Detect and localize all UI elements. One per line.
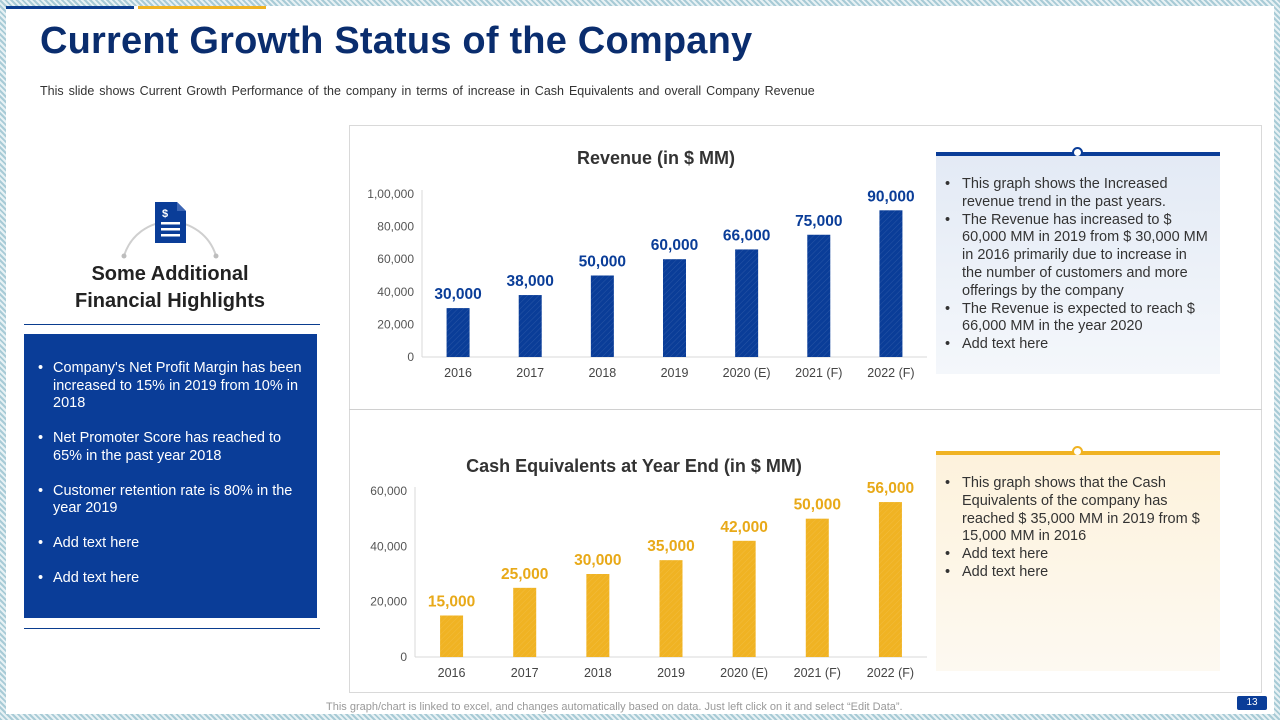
highlight-item: Company's Net Profit Margin has been inc… <box>38 360 303 413</box>
accent-line-blue <box>6 6 134 9</box>
bar-2018[interactable] <box>590 275 614 358</box>
revenue-note-item: The Revenue is expected to reach $ 66,00… <box>945 301 1208 337</box>
highlight-item: Add text here <box>38 535 303 553</box>
x-tick-label: 2020 (E) <box>723 366 771 380</box>
svg-text:$: $ <box>162 208 168 220</box>
page-number: 13 <box>1237 696 1267 710</box>
document-icon: $ <box>121 202 219 259</box>
footnote: This graph/chart is linked to excel, and… <box>326 701 903 713</box>
y-tick-label: 60,000 <box>370 484 407 498</box>
revenue-note-item: Add text here <box>945 336 1208 354</box>
y-tick-label: 40,000 <box>370 539 407 553</box>
slide: Current Growth Status of the Company Thi… <box>6 6 1274 714</box>
cash-notes: This graph shows that the Cash Equivalen… <box>936 455 1220 671</box>
data-label: 30,000 <box>574 552 621 569</box>
x-tick-label: 2017 <box>516 366 544 380</box>
highlights-heading-line2: Financial Highlights <box>74 290 265 312</box>
revenue-chart[interactable]: 0 20,000 40,000 60,000 80,000 1,00,000 30,000 2… <box>349 174 929 390</box>
bar-2022 (F)[interactable] <box>878 502 902 657</box>
data-label: 56,000 <box>867 480 914 497</box>
data-label: 30,000 <box>434 286 481 303</box>
bar-2021 (F)[interactable] <box>805 518 829 657</box>
highlights-heading-line1: Some Additional <box>91 263 249 285</box>
divider-top <box>24 324 320 325</box>
y-tick-label: 20,000 <box>370 595 407 609</box>
y-tick-label: 20,000 <box>377 317 414 331</box>
revenue-note-item: This graph shows the Increased revenue t… <box>945 176 1208 212</box>
bar-2016[interactable] <box>440 615 464 658</box>
bar-2017[interactable] <box>513 587 537 657</box>
data-label: 50,000 <box>794 497 841 514</box>
data-label: 15,000 <box>428 594 475 611</box>
cash-note-item: Add text here <box>945 546 1208 564</box>
data-label: 90,000 <box>867 188 914 205</box>
y-tick-label: 0 <box>400 650 407 664</box>
revenue-chart-title: Revenue (in $ MM) <box>576 148 736 168</box>
charts-divider <box>349 409 1262 410</box>
highlights-list: Company's Net Profit Margin has been inc… <box>38 360 303 588</box>
data-label: 38,000 <box>507 273 554 290</box>
highlights-heading: Some Additional Financial Highlights <box>24 261 316 315</box>
y-tick-label: 1,00,000 <box>367 187 414 201</box>
y-tick-label: 60,000 <box>377 252 414 266</box>
page-title: Current Growth Status of the Company <box>40 20 753 62</box>
revenue-note-item: The Revenue has increased to $ 60,000 MM… <box>945 212 1208 301</box>
data-label: 60,000 <box>651 237 698 254</box>
highlight-item: Net Promoter Score has reached to 65% in… <box>38 430 303 465</box>
bar-2020 (E)[interactable] <box>732 540 756 657</box>
accent-line-gold <box>138 6 266 9</box>
bar-2018[interactable] <box>586 574 610 657</box>
data-label: 35,000 <box>647 538 694 555</box>
cash-note-item: This graph shows that the Cash Equivalen… <box>945 475 1208 546</box>
x-tick-label: 2020 (E) <box>720 666 768 680</box>
highlight-item: Add text here <box>38 570 303 588</box>
x-tick-label: 2021 (F) <box>795 366 842 380</box>
data-label: 50,000 <box>579 254 626 271</box>
data-label: 25,000 <box>501 566 548 583</box>
x-tick-label: 2017 <box>511 666 539 680</box>
x-tick-label: 2022 (F) <box>867 666 914 680</box>
x-tick-label: 2019 <box>657 666 685 680</box>
bar-2019[interactable] <box>663 259 686 357</box>
bar-2021 (F)[interactable] <box>807 234 831 357</box>
cash-note-item: Add text here <box>945 564 1208 582</box>
x-tick-label: 2016 <box>438 666 466 680</box>
bar-2017[interactable] <box>518 295 542 357</box>
bar-2016[interactable] <box>446 308 470 357</box>
x-tick-label: 2019 <box>661 366 689 380</box>
data-label: 75,000 <box>795 213 842 230</box>
cash-chart[interactable]: 0 20,000 40,000 60,000 15,000 2016 25,000 2017 3… <box>349 471 929 686</box>
highlights-box: Company's Net Profit Margin has been inc… <box>24 334 317 618</box>
bar-2022 (F)[interactable] <box>879 210 903 357</box>
x-tick-label: 2018 <box>584 666 612 680</box>
data-label: 66,000 <box>723 227 770 244</box>
bar-2020 (E)[interactable] <box>735 249 759 357</box>
y-tick-label: 0 <box>407 350 414 364</box>
x-tick-label: 2021 (F) <box>794 666 841 680</box>
y-tick-label: 40,000 <box>377 285 414 299</box>
divider-bottom <box>24 628 320 629</box>
y-tick-label: 80,000 <box>377 220 414 234</box>
highlight-item: Customer retention rate is 80% in the ye… <box>38 483 303 518</box>
bar-2019[interactable] <box>659 560 683 657</box>
x-tick-label: 2022 (F) <box>867 366 914 380</box>
revenue-notes: This graph shows the Increased revenue t… <box>936 156 1220 374</box>
cash-chart-title: Cash Equivalents at Year End (in $ MM) <box>466 456 802 476</box>
data-label: 42,000 <box>720 519 767 536</box>
x-tick-label: 2018 <box>588 366 616 380</box>
x-tick-label: 2016 <box>444 366 472 380</box>
page-subtitle: This slide shows Current Growth Performa… <box>40 84 815 98</box>
